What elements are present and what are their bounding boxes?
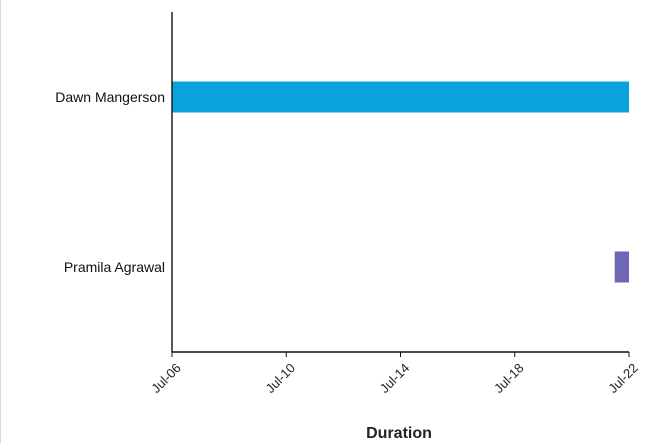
x-tick-label-jul-22: Jul-22 [605,360,641,396]
x-axis-ticks: Jul-06 Jul-10 Jul-14 Jul-18 Jul-22 [148,352,641,396]
x-tick-label-jul-06: Jul-06 [148,360,184,396]
x-tick-label-jul-14: Jul-14 [377,360,413,396]
bar-dawn-mangerson [172,81,629,113]
x-axis-title: Duration [366,425,432,442]
bars-layer [172,81,629,283]
y-axis-label-pramila-agrawal: Pramila Agrawal [64,259,165,275]
x-tick-label-jul-18: Jul-18 [491,360,527,396]
x-tick-label-jul-10: Jul-10 [263,360,299,396]
bar-pramila-agrawal [614,251,629,283]
y-axis-label-dawn-mangerson: Dawn Mangerson [55,89,165,105]
y-axis-labels: Dawn Mangerson Pramila Agrawal [55,89,165,275]
